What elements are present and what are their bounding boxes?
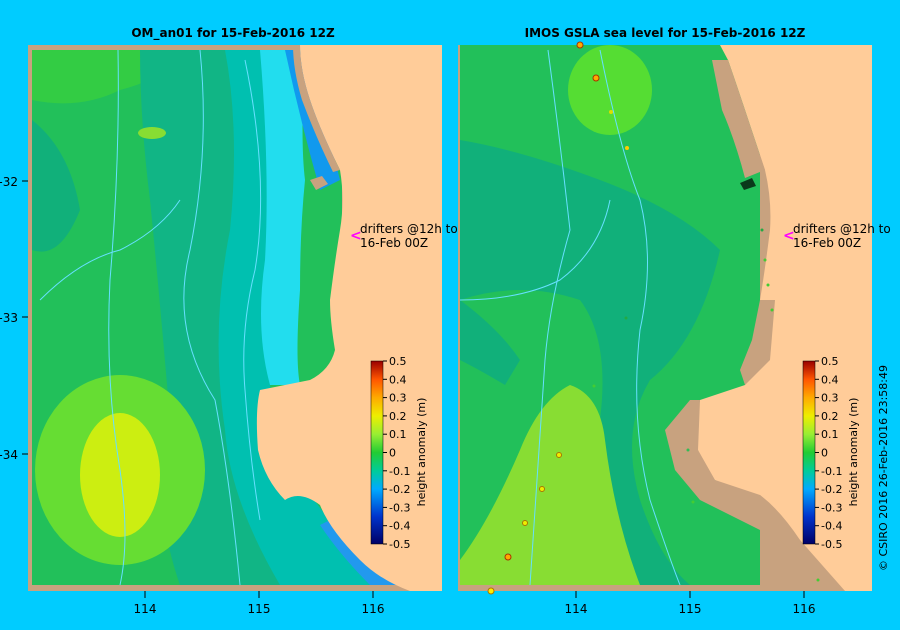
- right-shelf-north: [712, 60, 765, 178]
- right-x-tick-label: 116: [793, 602, 816, 616]
- right-colorbar-tick-label: 0: [821, 447, 828, 460]
- right-x-tick-label: 115: [679, 602, 702, 616]
- track-point: [576, 41, 584, 49]
- track-point: [625, 146, 629, 150]
- copyright-credit: © CSIRO 2016 26-Feb-2016 23:58:49: [877, 365, 890, 571]
- right-map: < drifters @12h to 16-Feb 00Z: [458, 41, 891, 595]
- right-x-tick-label: 114: [565, 602, 588, 616]
- left-x-axis: 114 115 116: [134, 591, 385, 616]
- right-colorbar-tick-label: 0.3: [821, 392, 839, 405]
- left-contour-4: [39, 199, 181, 301]
- left-y-tick-label: -34: [0, 448, 18, 462]
- left-colorbar-tick-label: -0.5: [389, 538, 410, 551]
- right-colorbar-tick-label: -0.5: [821, 538, 842, 551]
- right-colorbar-ramp: [802, 360, 816, 545]
- left-colorbar-tick-label: -0.1: [389, 465, 410, 478]
- track-point: [624, 316, 628, 320]
- track-point: [760, 228, 764, 232]
- left-x-tick-label: 116: [362, 602, 385, 616]
- left-panel-title: OM_an01 for 15-Feb-2016 12Z: [131, 26, 335, 41]
- right-x-axis: 114 115 116: [565, 591, 816, 616]
- track-point: [763, 258, 767, 262]
- right-drifter-note-line1: drifters @12h to: [793, 222, 891, 236]
- left-colorbar-tick-label: -0.4: [389, 520, 410, 533]
- right-colorbar-tick-label: 0.5: [821, 355, 839, 368]
- track-point: [770, 308, 774, 312]
- track-point: [504, 553, 512, 561]
- left-colorbar-tick-label: -0.3: [389, 501, 410, 514]
- right-panel-title: IMOS GSLA sea level for 15-Feb-2016 12Z: [525, 26, 806, 40]
- left-y-tick-label: -32: [0, 175, 18, 189]
- left-drifter-arrow: <: [350, 228, 362, 244]
- right-field-teal-lower: [460, 300, 520, 385]
- track-point: [574, 419, 578, 423]
- right-drifter-arrow: <: [783, 228, 795, 244]
- right-drifter-note-line2: 16-Feb 00Z: [793, 236, 861, 250]
- left-colorbar: 0.5 0.4 0.3 0.2 0.1 0 -0.1 -0.2 -0.3 -0.4 -0.5 hei…: [370, 355, 428, 551]
- right-colorbar-tick-label: 0.4: [821, 373, 839, 386]
- right-land: [696, 45, 872, 591]
- left-x-tick-label: 114: [134, 602, 157, 616]
- left-field-yellow-blob: [80, 413, 160, 537]
- left-contour-3: [243, 59, 262, 521]
- right-contour-2: [599, 49, 681, 586]
- right-field-south-blob: [460, 385, 640, 585]
- left-drifter-note-line2: 16-Feb 00Z: [360, 236, 428, 250]
- right-colorbar-tick-label: -0.1: [821, 465, 842, 478]
- left-coast-shelf: [293, 45, 340, 172]
- left-colorbar-tick-label: 0.1: [389, 428, 407, 441]
- track-point: [539, 486, 545, 492]
- left-colorbar-tick-label: -0.2: [389, 483, 410, 496]
- right-colorbar-tick-label: 0.1: [821, 428, 839, 441]
- left-rottnest: [310, 176, 328, 190]
- left-field-cyan-band: [260, 50, 305, 385]
- right-contour-1: [529, 49, 571, 586]
- right-track-points: [487, 41, 820, 595]
- left-colorbar-ramp: [370, 360, 384, 545]
- left-colorbar-tick-label: 0.5: [389, 355, 407, 368]
- left-land: [256, 45, 442, 591]
- right-colorbar-ticks: 0.5 0.4 0.3 0.2 0.1 0 -0.1 -0.2 -0.3 -0.4 -0.5: [815, 355, 842, 551]
- right-colorbar-tick-label: -0.2: [821, 483, 842, 496]
- left-field-small-lime: [138, 127, 166, 139]
- right-colorbar-tick-label: -0.3: [821, 501, 842, 514]
- track-point: [487, 587, 495, 595]
- track-point: [686, 448, 690, 452]
- left-colorbar-tick-label: 0.3: [389, 392, 407, 405]
- right-field-north-blob: [568, 45, 652, 135]
- right-colorbar-label: height anomaly (m): [847, 398, 860, 507]
- left-drifter-note-line1: drifters @12h to: [360, 222, 458, 236]
- right-field-teal-belt: [460, 140, 720, 585]
- track-point: [592, 384, 596, 388]
- left-field-west-teal: [32, 120, 80, 252]
- track-point: [592, 74, 600, 82]
- left-x-tick-label: 115: [248, 602, 271, 616]
- right-colorbar-tick-label: 0.2: [821, 410, 839, 423]
- track-point: [691, 500, 695, 504]
- left-y-tick-label: -33: [0, 311, 18, 325]
- left-colorbar-tick-label: 0.2: [389, 410, 407, 423]
- left-colorbar-ticks: 0.5 0.4 0.3 0.2 0.1 0 -0.1 -0.2 -0.3 -0.4 -0.5: [383, 355, 410, 551]
- left-map: < drifters @12h to 16-Feb 00Z: [28, 45, 458, 591]
- right-contour-3: [459, 199, 611, 301]
- left-contour-2: [183, 49, 241, 586]
- left-colorbar-tick-label: 0.4: [389, 373, 407, 386]
- left-contour-1: [108, 49, 126, 586]
- left-colorbar-label: height anomaly (m): [415, 398, 428, 507]
- right-shelf-south: [665, 400, 845, 591]
- left-y-axis: -32 -33 -34: [0, 175, 28, 462]
- right-island: [740, 178, 756, 190]
- track-point: [609, 110, 613, 114]
- right-colorbar: 0.5 0.4 0.3 0.2 0.1 0 -0.1 -0.2 -0.3 -0.4 -0.5 hei…: [802, 355, 860, 551]
- right-shelf-mid: [740, 300, 775, 385]
- track-point: [522, 520, 528, 526]
- track-point: [816, 578, 820, 582]
- left-colorbar-tick-label: 0: [389, 447, 396, 460]
- track-point: [556, 452, 562, 458]
- track-point: [766, 283, 770, 287]
- right-colorbar-tick-label: -0.4: [821, 520, 842, 533]
